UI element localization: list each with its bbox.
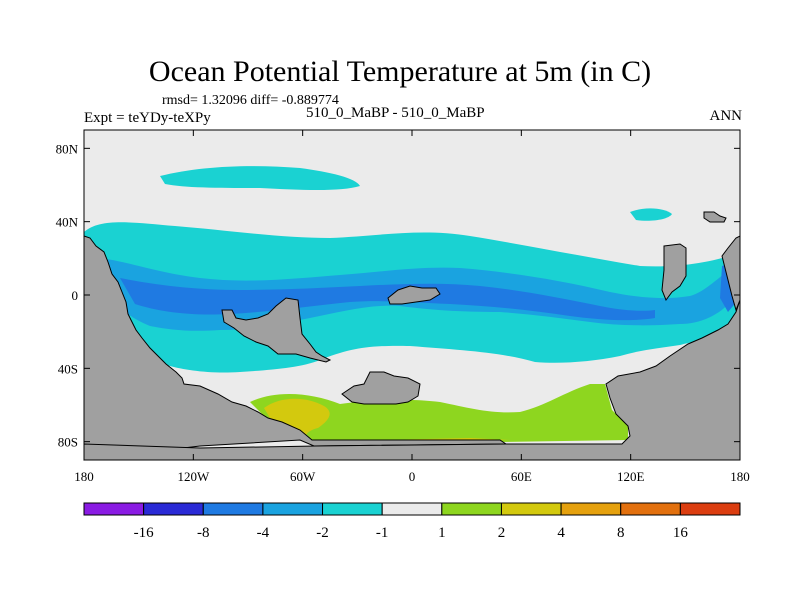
lon-tick-label: 60W: [290, 469, 316, 484]
experiment-label: Expt = teYDy-teXPy: [84, 110, 211, 126]
statistics-text: rmsd= 1.32096 diff= -0.889774: [162, 93, 339, 108]
colorbar-label: 16: [673, 525, 689, 541]
land-south-america: [221, 297, 332, 363]
colorbar-label: -8: [197, 525, 210, 541]
colorbar-swatch: [679, 502, 741, 516]
colorbar-swatch: [500, 502, 562, 516]
lon-tick-label: 0: [409, 469, 416, 484]
colorbar-label: 2: [498, 525, 506, 541]
map-panel: 80N 40N 0 40S 80S 180 120W 60W 0 60E 120E 180: [56, 129, 750, 484]
colorbar-label: -1: [376, 525, 389, 541]
map-title: Ocean Potential Temperature at 5m (in C): [148, 55, 652, 88]
lon-tick-label: 180: [74, 469, 94, 484]
lon-tick-label: 120E: [617, 469, 645, 484]
contour-cold-deep: [120, 278, 655, 321]
colorbar-swatch: [441, 502, 502, 516]
lon-tick-label: 60E: [511, 469, 532, 484]
lat-tick-label: 80S: [58, 435, 78, 450]
lat-tick-label: 0: [72, 288, 79, 303]
colorbar-swatch: [381, 502, 443, 516]
colorbar-swatch: [202, 502, 264, 516]
lat-tick-label: 80N: [56, 141, 79, 156]
latitude-axis: 80N 40N 0 40S 80S: [56, 141, 740, 450]
contour-warm-light: [250, 384, 628, 444]
colorbar-swatch: [620, 502, 681, 516]
longitude-axis: 180 120W 60W 0 60E 120E 180: [74, 130, 750, 484]
colorbar-label: 4: [557, 525, 565, 541]
land-africa: [341, 371, 421, 405]
season-label: ANN: [709, 108, 743, 124]
colorbar-swatch: [262, 502, 324, 516]
colorbar: -16 -8 -4 -2 -1 1 2 4 8 16: [83, 502, 741, 541]
contour-ne-patch: [630, 208, 672, 221]
lat-tick-label: 40N: [56, 215, 79, 230]
colorbar-swatch: [322, 502, 383, 516]
colorbar-swatch: [83, 502, 145, 516]
land-antarctica: [83, 299, 741, 461]
lat-tick-label: 40S: [58, 361, 78, 376]
land-north-east: [661, 243, 687, 302]
colorbar-label: -16: [134, 525, 154, 541]
colorbar-label: -2: [316, 525, 329, 541]
colorbar-swatch: [560, 502, 622, 516]
land-americas-west: [83, 235, 508, 461]
colorbar-label: 1: [438, 525, 446, 541]
colorbar-label: -4: [257, 525, 270, 541]
land-equator-island: [387, 285, 441, 305]
colorbar-label: 8: [617, 525, 625, 541]
case-label: 510_0_MaBP - 510_0_MaBP: [306, 105, 485, 121]
colorbar-swatch: [143, 502, 204, 516]
contour-north-patch: [160, 166, 360, 190]
lon-tick-label: 180: [730, 469, 750, 484]
land-far-ne: [703, 211, 727, 223]
contour-warm-mid: [264, 398, 510, 444]
lon-tick-label: 120W: [177, 469, 210, 484]
